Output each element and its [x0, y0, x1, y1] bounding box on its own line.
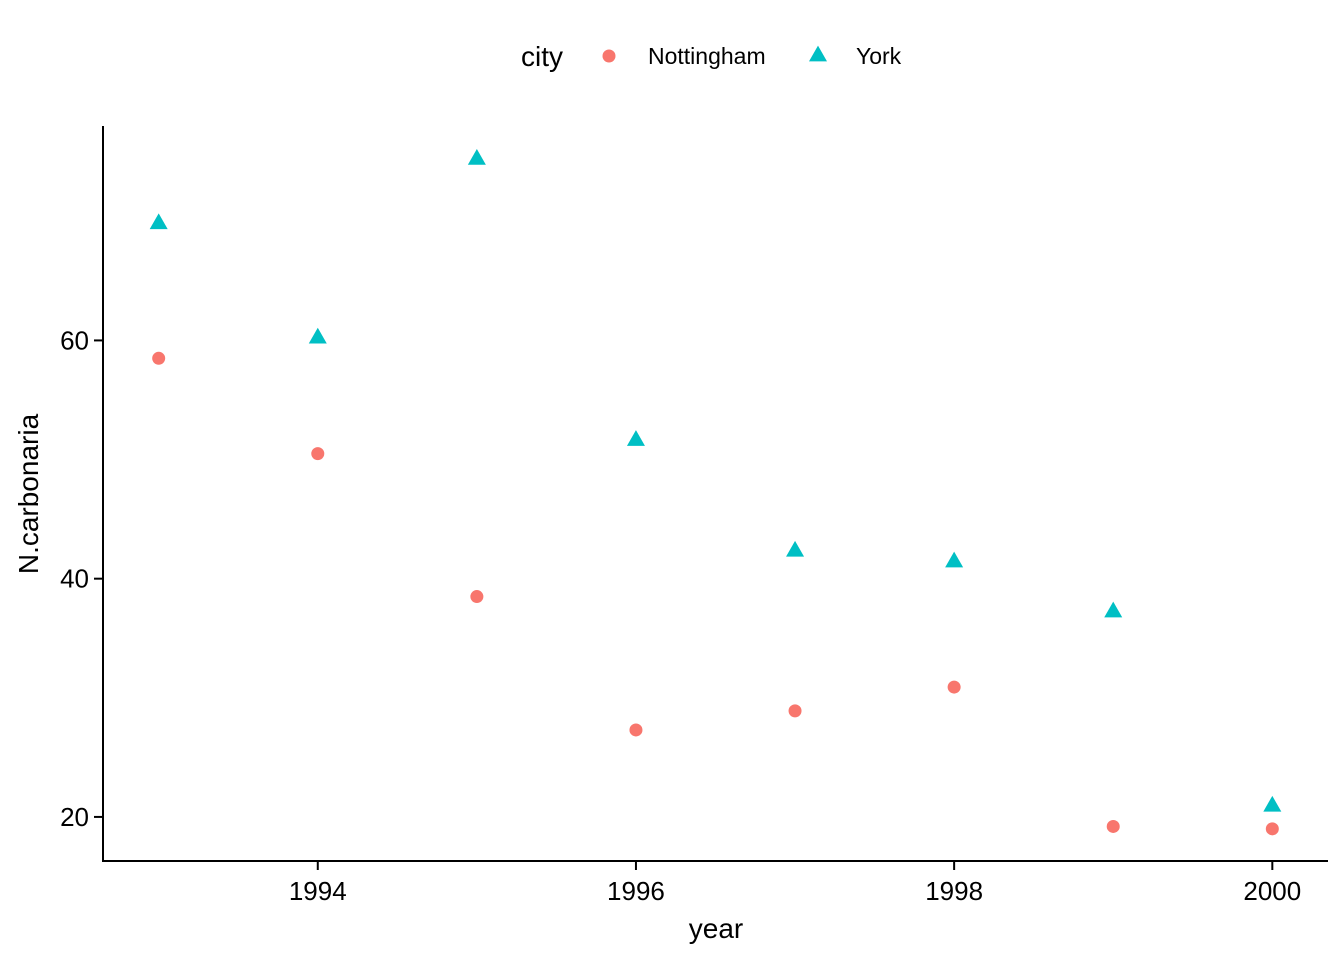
y-tick-label: 60: [60, 325, 89, 355]
point-nottingham: [788, 704, 802, 718]
point-york: [149, 213, 168, 230]
y-tick-label: 20: [60, 802, 89, 832]
point-york: [1104, 601, 1123, 618]
x-axis-ticks: 1994 1996 1998 2000: [289, 861, 1301, 906]
x-axis-title: year: [689, 913, 743, 944]
point-york: [626, 430, 645, 446]
point-york: [1263, 795, 1282, 812]
point-nottingham: [152, 351, 166, 365]
point-nottingham: [470, 590, 484, 604]
x-tick-label: 1994: [289, 876, 347, 906]
legend: city Nottingham York: [521, 41, 902, 72]
point-york: [945, 551, 964, 568]
point-york: [308, 327, 327, 344]
point-nottingham: [311, 447, 325, 461]
y-axis-ticks: 20 40 60: [60, 325, 103, 832]
point-nottingham: [1106, 819, 1120, 833]
x-tick-label: 2000: [1243, 876, 1301, 906]
point-nottingham: [947, 680, 961, 694]
data-points: [149, 149, 1282, 836]
y-axis-title: N.carbonaria: [13, 413, 44, 574]
legend-title: city: [521, 41, 563, 72]
point-york: [786, 540, 805, 557]
legend-label-york: York: [856, 43, 902, 69]
legend-key-york: [809, 45, 827, 62]
legend-label-nottingham: Nottingham: [648, 43, 766, 69]
x-tick-label: 1998: [925, 876, 983, 906]
point-york: [467, 149, 486, 165]
x-tick-label: 1996: [607, 876, 665, 906]
point-nottingham: [1265, 822, 1279, 836]
legend-key-nottingham: [602, 49, 616, 63]
axes: [102, 126, 1328, 862]
y-tick-label: 40: [60, 564, 89, 594]
point-nottingham: [629, 723, 643, 737]
